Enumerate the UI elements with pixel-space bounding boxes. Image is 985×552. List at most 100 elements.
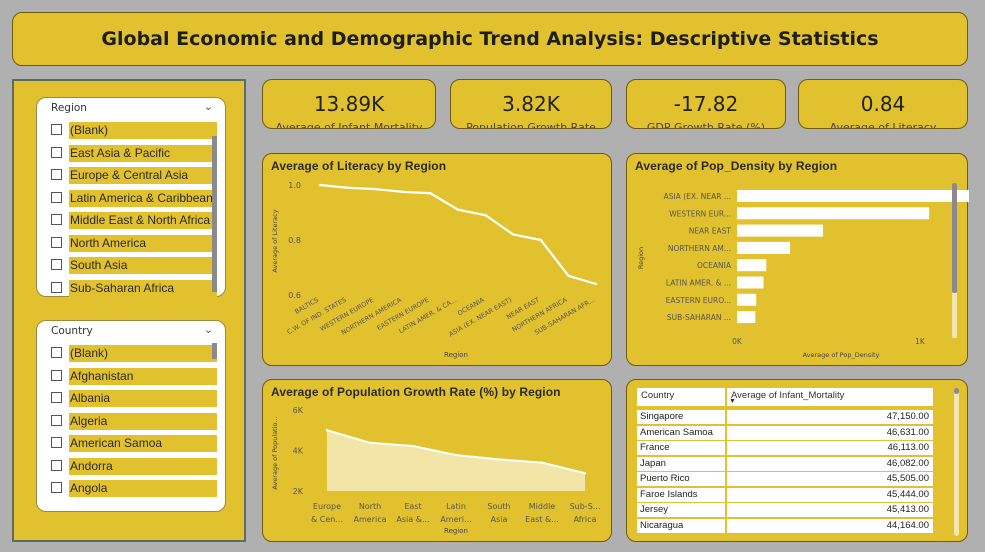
data-point <box>325 429 329 432</box>
x-tick-label: East <box>404 502 421 511</box>
country-slicer-item[interactable]: Angola <box>37 478 225 501</box>
checkbox[interactable] <box>51 169 62 180</box>
bar <box>737 207 930 220</box>
table-cell-infant-mortality: 46,113.00 <box>727 441 933 455</box>
country-slicer-item[interactable]: (Blank) <box>37 343 225 366</box>
region-slicer-item[interactable]: Latin America & Caribbean <box>37 188 225 211</box>
checkbox[interactable] <box>51 347 62 358</box>
literacy-series-line <box>319 183 597 286</box>
y-tick-label: 0.6 <box>288 291 301 300</box>
chevron-down-icon[interactable]: ⌄ <box>203 100 213 113</box>
data-point <box>411 444 415 448</box>
table-row[interactable]: Puerto Rico 45,505.00 <box>637 472 935 486</box>
country-slicer-item[interactable]: American Samoa <box>37 433 225 456</box>
x-tick-label: North <box>359 502 381 511</box>
table-row[interactable]: Singapore 47,150.00 <box>637 410 935 424</box>
region-slicer-item[interactable]: South Asia <box>37 255 225 278</box>
table-cell-country: Jersey <box>637 503 725 517</box>
x-tick-label: Middle <box>529 502 556 511</box>
kpi-literacy: 0.84 Average of Literacy <box>798 79 968 129</box>
region-slicer-item-label: North America <box>69 234 217 252</box>
region-slicer-item[interactable]: (Blank) <box>37 120 225 143</box>
kpi-label: Population Growth Rate <box>466 121 596 129</box>
bar <box>737 259 767 272</box>
checkbox[interactable] <box>51 482 62 493</box>
y-axis-title: Region <box>637 247 645 269</box>
checkbox[interactable] <box>51 214 62 225</box>
table-scrollbar[interactable] <box>954 388 959 536</box>
pop-growth-chart[interactable]: 6K 4K 2K Europe & Cen... North America East Asia… <box>263 380 613 543</box>
checkbox[interactable] <box>51 392 62 403</box>
country-slicer-item-label: Albania <box>69 390 217 407</box>
kpi-infant-mortality: 13.89K Average of Infant Mortality <box>262 79 436 129</box>
data-point <box>454 453 458 457</box>
region-slicer-header[interactable]: Region ⌄ <box>37 98 225 120</box>
chevron-down-icon[interactable]: ⌄ <box>203 323 213 336</box>
data-point <box>401 190 404 194</box>
bar <box>737 311 756 324</box>
country-slicer-header[interactable]: Country ⌄ <box>37 321 225 343</box>
table-row[interactable]: Nicaragua 44,164.00 <box>637 518 935 533</box>
y-tick-label: 2K <box>293 487 304 496</box>
table-cell-country: France <box>637 441 725 455</box>
checkbox[interactable] <box>51 414 62 426</box>
region-slicer-item[interactable]: East Asia & Pacific <box>37 143 225 166</box>
data-point <box>484 214 487 217</box>
sort-desc-icon[interactable]: ▼ <box>729 398 736 405</box>
country-slicer-item[interactable]: Algeria <box>37 411 225 434</box>
checkbox[interactable] <box>51 281 62 293</box>
kpi-value: 13.89K <box>313 92 385 116</box>
kpi-gdp-growth: -17.82 GDP Growth Rate (%) <box>626 79 786 129</box>
country-slicer-item[interactable]: Albania <box>37 388 225 411</box>
x-axis-title: Region <box>444 351 468 359</box>
data-point <box>567 274 570 277</box>
kpi-label: GDP Growth Rate (%) <box>646 121 766 129</box>
checkbox[interactable] <box>51 124 62 135</box>
table-row[interactable]: American Samoa 46,631.00 <box>637 425 935 440</box>
table-cell-infant-mortality: 46,082.00 <box>727 456 933 471</box>
checkbox[interactable] <box>51 259 62 270</box>
checkbox[interactable] <box>51 146 62 158</box>
pop-density-chart-title: Average of Pop_Density by Region <box>635 159 838 173</box>
table-header-country[interactable]: Country <box>637 388 725 406</box>
region-slicer-scrollbar[interactable] <box>212 136 217 292</box>
data-point <box>512 233 515 236</box>
country-slicer-scrollbar[interactable] <box>212 343 217 359</box>
table-cell-country: Nicaragua <box>637 518 725 533</box>
table-row[interactable]: Japan 46,082.00 <box>637 456 935 471</box>
x-tick-label: Europe <box>313 502 341 511</box>
country-slicer-item[interactable]: Andorra <box>37 456 225 479</box>
data-point <box>594 282 598 286</box>
region-slicer-item[interactable]: North America <box>37 233 225 256</box>
checkbox[interactable] <box>51 191 62 203</box>
region-slicer-item[interactable]: Europe & Central Asia <box>37 165 225 188</box>
region-slicer-item[interactable]: Sub-Saharan Africa <box>37 278 225 301</box>
checkbox[interactable] <box>51 437 62 448</box>
kpi-value: 3.82K <box>502 92 560 116</box>
checkbox[interactable] <box>51 236 62 248</box>
data-point <box>318 183 322 187</box>
region-slicer-item-label: Sub-Saharan Africa <box>69 279 217 297</box>
kpi-value: 0.84 <box>860 92 906 116</box>
region-slicer-item-label: (Blank) <box>69 122 217 139</box>
table-scrollbar-thumb[interactable] <box>954 388 959 394</box>
table-cell-infant-mortality: 45,505.00 <box>727 472 933 486</box>
checkbox[interactable] <box>51 369 62 381</box>
y-tick-label: 4K <box>293 447 304 456</box>
y-axis-title: Average of Literacy <box>271 209 279 272</box>
region-slicer-item[interactable]: Middle East & North Africa <box>37 210 225 233</box>
table-row[interactable]: Faroe Islands 45,444.00 <box>637 487 935 502</box>
y-tick-label: 0.8 <box>288 236 301 245</box>
table-cell-infant-mortality: 44,164.00 <box>727 518 933 533</box>
pop-density-chart-card: Average of Pop_Density by Region ASIA (E… <box>626 153 969 367</box>
table-row[interactable]: Jersey 45,413.00 <box>637 503 935 517</box>
country-slicer-item[interactable]: Afghanistan <box>37 366 225 389</box>
x-tick-label: Latin <box>446 502 466 511</box>
x-tick-label: Sub-S... <box>570 502 601 511</box>
table-row[interactable]: France 46,113.00 <box>637 441 935 455</box>
table-header-infant-mortality[interactable]: Average of Infant_Mortality ▼ <box>727 388 933 406</box>
pop-density-chart[interactable]: ASIA (EX. NEAR ... WESTERN EUR... NEAR EAS… <box>627 154 969 367</box>
checkbox[interactable] <box>51 459 62 471</box>
data-point <box>346 186 349 189</box>
